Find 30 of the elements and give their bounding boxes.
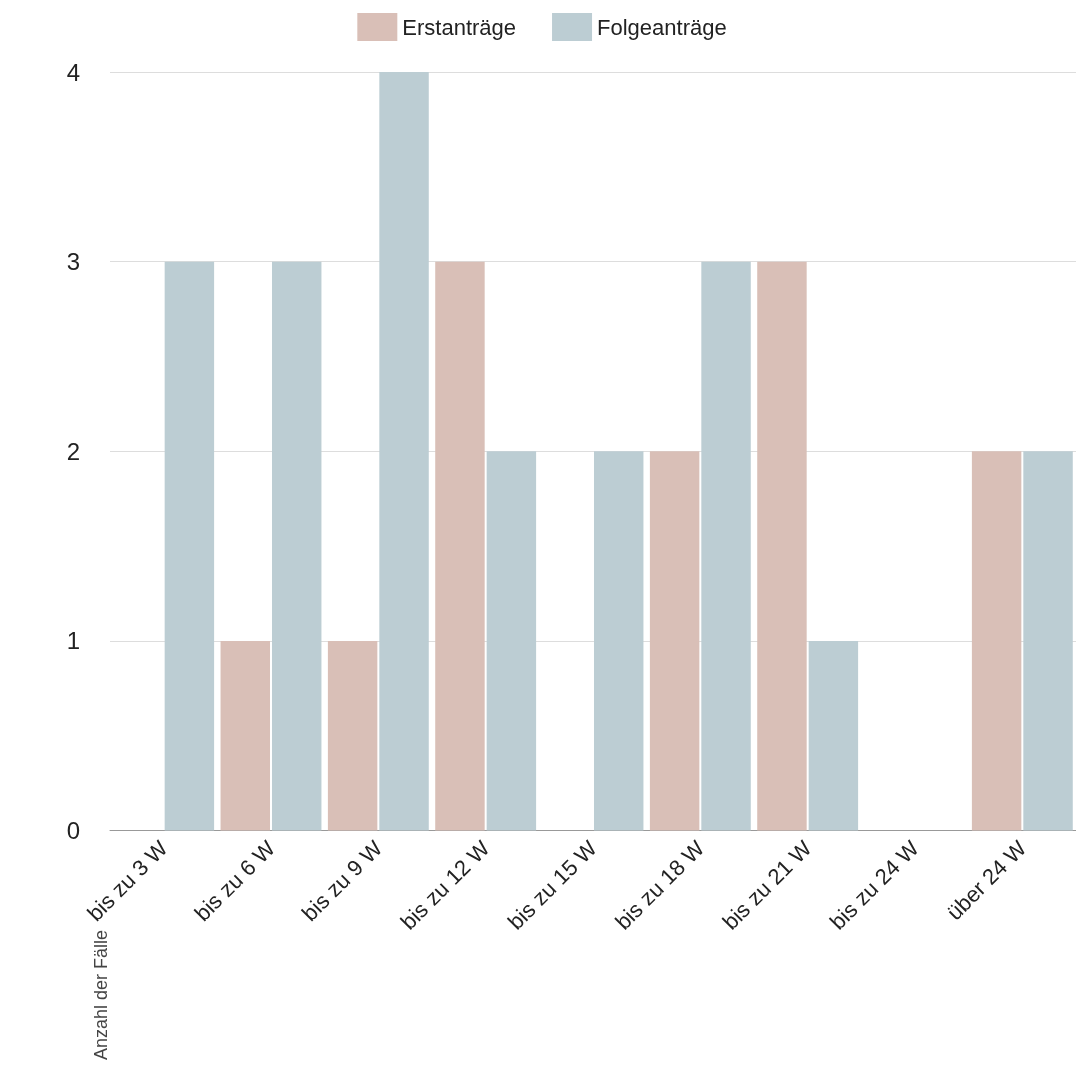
bar [435,261,485,831]
y-tick-label: 0 [66,817,80,845]
bar [220,640,271,831]
y-tick-label: 1 [66,627,80,655]
x-tick-label: bis zu 24 W [824,835,925,935]
bar [486,451,537,831]
legend-label: Erstanträge [402,14,517,40]
x-tick-label: bis zu 12 W [395,835,495,935]
bar [701,261,751,831]
x-tick-label: bis zu 21 W [717,835,817,935]
x-tick-label: bis zu 15 W [502,835,603,935]
bar [164,261,215,831]
x-tick-label: bis zu 3 W [82,835,173,926]
x-tick-label: bis zu 9 W [296,835,388,926]
bar [808,640,859,831]
y-tick-label: 3 [66,248,80,276]
bar [327,640,378,831]
bar [271,261,322,831]
bar [649,451,700,831]
y-axis-title: Anzahl der Fälle [91,929,111,1060]
y-tick-label: 4 [66,58,80,86]
x-tick-label: bis zu 6 W [189,835,281,926]
bar [1023,451,1073,831]
legend-label: Folgeanträge [597,14,727,40]
bar [593,451,644,831]
bar [379,72,429,831]
bar [757,261,807,831]
y-tick-label: 2 [66,437,80,465]
bar [971,451,1022,831]
x-tick-label: bis zu 18 W [610,835,710,935]
